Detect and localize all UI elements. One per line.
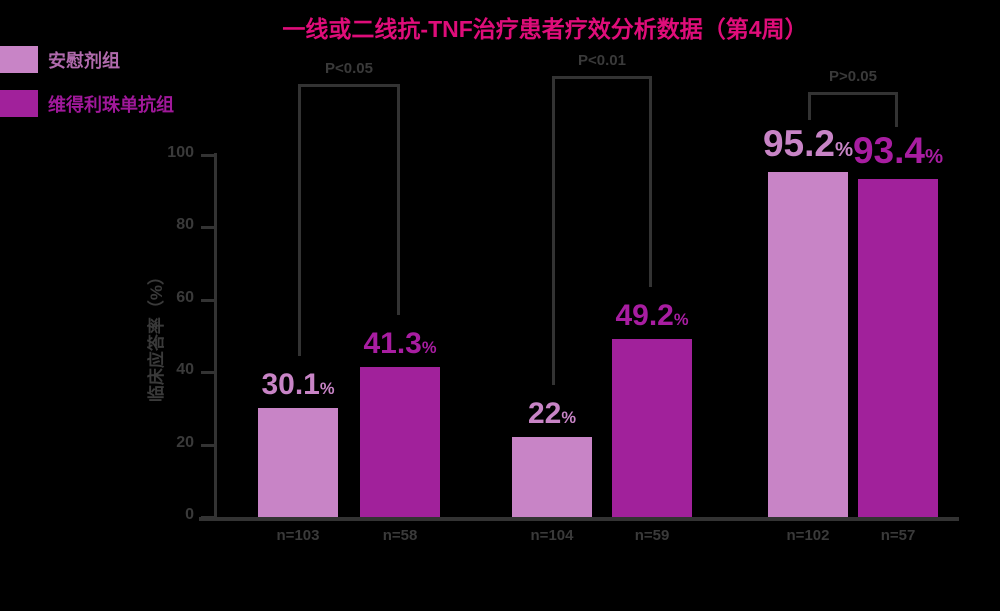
bar-series2-group3 [858,178,938,517]
x-tick-label: n=58 [382,527,418,544]
y-tick-mark [201,443,215,447]
y-tick-label: 0 [185,506,194,523]
bracket-leg-left [808,92,811,121]
bar-value-label: 49.2% [615,298,689,332]
bar-series2-group1 [360,367,440,517]
bracket-p-value: P>0.05 [829,68,877,85]
percent-sign: % [673,310,689,329]
bar-series1-group3 [768,172,848,517]
percent-sign: % [924,145,944,168]
y-tick-label: 80 [176,216,194,234]
y-tick-label: 20 [176,433,194,451]
bar-value-label: 95.2% [762,123,854,165]
bracket-line [808,92,898,95]
bracket-leg-left [298,84,301,357]
percent-sign: % [561,409,577,428]
bar-value-label: 22% [527,397,577,431]
bar-series1-group2 [512,437,592,517]
y-tick-label: 60 [176,288,194,306]
percent-sign: % [319,380,335,399]
percent-sign: % [421,339,437,358]
y-tick-label: 100 [167,144,194,161]
x-tick-label: n=102 [786,527,830,544]
bar-value-label: 41.3% [363,327,437,361]
x-tick-label: n=59 [634,527,670,544]
bracket-p-value: P<0.01 [578,52,626,69]
bar-series2-group2 [612,338,692,517]
x-tick-label: n=103 [276,527,320,544]
bracket-line [298,84,400,87]
bracket-leg-left [552,76,555,386]
chart-title: 一线或二线抗-TNF治疗患者疗效分析数据（第4周） [282,16,808,42]
percent-sign: % [834,139,854,162]
legend-swatch-dark [0,90,38,117]
bracket-p-value: P<0.05 [325,60,373,77]
y-tick-mark [201,371,215,375]
bracket-leg-right [397,84,400,316]
y-axis-line [214,153,217,519]
x-tick-label: n=104 [530,527,574,544]
x-axis-line [199,517,959,521]
x-tick-label: n=57 [880,527,916,544]
bar-series1-group1 [258,408,338,517]
y-tick-label: 40 [176,361,194,379]
bracket-line [552,76,652,79]
y-tick-mark [201,226,215,230]
legend-label-placebo: 安慰剂组 [48,50,120,71]
y-tick-mark [201,298,215,302]
legend-item-treatment: 维得利珠单抗组 [0,90,174,117]
legend-swatch-light [0,46,38,73]
legend-item-placebo: 安慰剂组 [0,46,120,73]
bracket-leg-right [895,92,898,127]
bar-value-label: 93.4% [852,129,944,171]
bar-value-label: 30.1% [261,368,335,402]
bracket-leg-right [649,76,652,287]
y-tick-mark [201,154,215,157]
legend-label-treatment: 维得利珠单抗组 [48,94,174,115]
